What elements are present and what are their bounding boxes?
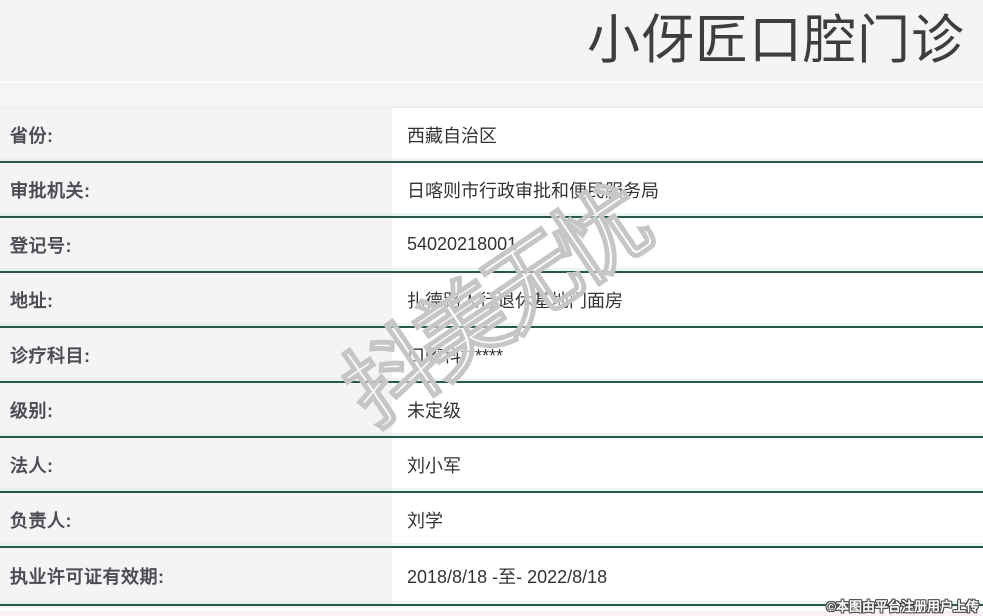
row-label: 法人: (0, 438, 392, 491)
row-value: 2018/8/18 -至- 2022/8/18 (392, 548, 983, 604)
row-value: 扎德路人行退休基地门面房 (392, 273, 983, 326)
table-row-person-in-charge: 负责人: 刘学 (0, 493, 983, 548)
clinic-info-table: 省份: 西藏自治区 审批机关: 日喀则市行政审批和便民服务局 登记号: 5402… (0, 107, 983, 606)
row-value: 刘小军 (392, 438, 983, 491)
table-row-license-validity: 执业许可证有效期: 2018/8/18 -至- 2022/8/18 (0, 548, 983, 606)
row-label: 省份: (0, 108, 392, 161)
table-row-registration-number: 登记号: 54020218001 (0, 218, 983, 273)
page-title: 小伢匠口腔门诊 (587, 11, 965, 70)
row-value: 刘学 (392, 493, 983, 546)
row-label: 登记号: (0, 218, 392, 271)
row-label: 负责人: (0, 493, 392, 546)
page-header: 小伢匠口腔门诊 (0, 0, 983, 83)
table-row-treatment-subjects: 诊疗科目: 口腔科****** (0, 328, 983, 383)
row-value: 西藏自治区 (392, 108, 983, 161)
table-row-province: 省份: 西藏自治区 (0, 108, 983, 163)
table-row-legal-person: 法人: 刘小军 (0, 438, 983, 493)
row-value: 日喀则市行政审批和便民服务局 (392, 163, 983, 216)
table-row-approval-authority: 审批机关: 日喀则市行政审批和便民服务局 (0, 163, 983, 218)
copyright-note: ©本图由平台注册用户上传 (826, 599, 979, 614)
row-label: 审批机关: (0, 163, 392, 216)
table-row-level: 级别: 未定级 (0, 383, 983, 438)
row-label: 级别: (0, 383, 392, 436)
row-label: 地址: (0, 273, 392, 326)
row-label: 诊疗科目: (0, 328, 392, 381)
row-value: 54020218001 (392, 218, 983, 271)
row-value: 未定级 (392, 383, 983, 436)
row-value: 口腔科****** (392, 328, 983, 381)
row-label: 执业许可证有效期: (0, 548, 392, 604)
table-row-address: 地址: 扎德路人行退休基地门面房 (0, 273, 983, 328)
bottom-pink-strip (0, 611, 983, 616)
